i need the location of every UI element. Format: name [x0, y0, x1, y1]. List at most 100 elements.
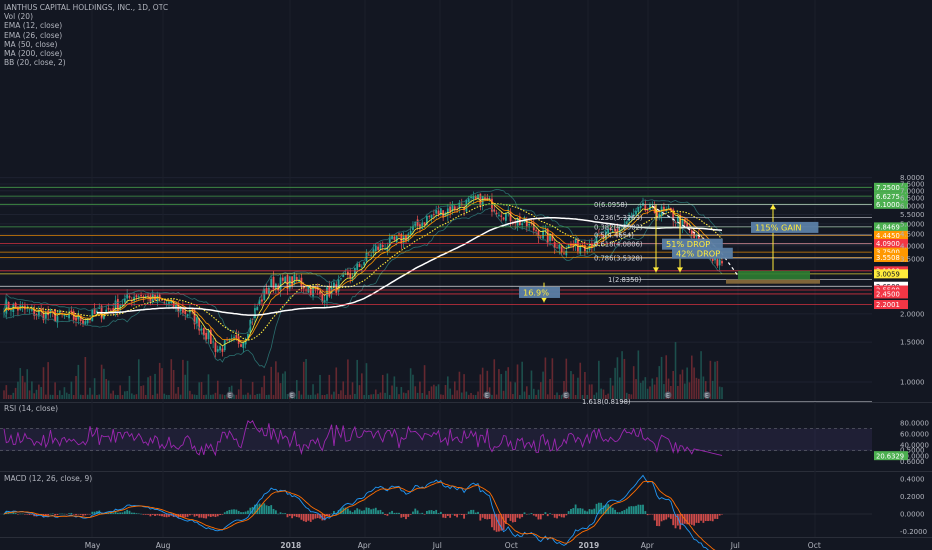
- candle-body: [298, 279, 301, 282]
- volume-bar: [419, 381, 421, 399]
- volume-bar: [500, 374, 503, 399]
- macd-histogram-bar: [507, 514, 510, 518]
- earnings-marker: [664, 391, 672, 399]
- price-tick-label: 8.0000: [900, 174, 925, 182]
- candle-body: [242, 342, 245, 348]
- volume-bar: [175, 393, 177, 399]
- macd-histogram-bar: [270, 505, 273, 514]
- candle-body: [205, 332, 208, 340]
- volume-bar: [670, 386, 672, 399]
- macd-histogram-bar: [602, 505, 605, 514]
- volume-bar: [91, 394, 94, 399]
- volume-bar: [79, 394, 82, 399]
- volume-bar: [493, 359, 496, 399]
- macd-histogram-bar: [511, 514, 514, 523]
- volume-bars: [3, 342, 723, 399]
- price-tick-label: 7.0000: [900, 187, 925, 195]
- macd-histogram-bar: [419, 513, 421, 515]
- annotation-42-drop: 42% DROP: [676, 248, 720, 258]
- volume-bar: [560, 394, 563, 399]
- legend-ma200[interactable]: MA (200, close): [4, 49, 63, 59]
- volume-bar: [391, 385, 393, 399]
- macd-histogram-bar: [493, 514, 496, 531]
- macd-histogram-bar: [161, 514, 163, 517]
- rsi-tick-label: 40.0000: [900, 442, 929, 450]
- macd-tick-label: 0.2000: [900, 493, 925, 501]
- legend-ma50[interactable]: MA (50, close): [4, 39, 58, 49]
- candle-body: [360, 266, 363, 268]
- macd-histogram-bar: [530, 513, 533, 514]
- macd-histogram-bar: [556, 514, 558, 519]
- volume-bar: [186, 360, 189, 399]
- volume-bar: [333, 391, 335, 399]
- macd-histogram-bar: [156, 514, 159, 516]
- ema-12-line: [3, 197, 723, 347]
- volume-bar: [72, 395, 75, 399]
- macd-histogram-bar: [281, 513, 284, 514]
- earnings-marker: [288, 391, 296, 399]
- bollinger-upper: [3, 188, 723, 335]
- candle-body: [335, 284, 338, 293]
- macd-histogram-bar: [335, 512, 338, 514]
- macd-histogram-bar: [435, 509, 438, 514]
- macd-histogram-bar: [714, 514, 716, 519]
- legend-ema12[interactable]: EMA (12, close): [4, 21, 63, 31]
- macd-histogram-bar: [384, 514, 386, 515]
- macd-histogram-bar: [472, 509, 475, 514]
- macd-histogram-bar: [618, 512, 621, 514]
- volume-bar: [309, 394, 312, 399]
- candle-body: [105, 309, 108, 314]
- volume-bar: [114, 394, 117, 399]
- candle-body: [330, 287, 333, 295]
- x-gridlines: [91, 0, 816, 537]
- volume-bar: [38, 384, 40, 399]
- candle-body: [30, 307, 33, 311]
- candle-body: [191, 309, 194, 312]
- macd-histogram-bar: [300, 514, 303, 520]
- macd-histogram-bar: [593, 508, 596, 514]
- candle-body: [379, 243, 382, 251]
- macd-histogram-bar: [416, 510, 419, 514]
- volume-bar: [611, 385, 614, 399]
- volume-bar: [435, 386, 437, 399]
- candle-body: [179, 308, 182, 312]
- macd-histogram-bar: [365, 507, 368, 514]
- macd-histogram-bar: [149, 514, 152, 517]
- candle-body: [535, 230, 538, 232]
- candle-body: [151, 293, 154, 302]
- macd-pane-title[interactable]: MACD (12, 26, close, 9): [4, 474, 93, 483]
- volume-bar: [579, 362, 582, 399]
- volume-bar: [207, 374, 210, 399]
- candle-body: [288, 276, 291, 289]
- candle-body: [560, 246, 563, 253]
- volume-bar: [154, 373, 156, 399]
- level-tag: [874, 239, 908, 249]
- volume-bar: [635, 379, 637, 399]
- candle-body: [493, 209, 496, 212]
- earnings-marker-label: E: [228, 393, 232, 400]
- candle-body: [484, 197, 486, 200]
- volume-bar: [374, 389, 377, 399]
- macd-histogram-bar: [293, 514, 296, 517]
- macd-histogram-bar: [277, 513, 280, 515]
- x-tick-label: 2019: [578, 541, 599, 550]
- legend-bb[interactable]: BB (20, close, 2): [4, 58, 66, 68]
- macd-histogram-bar: [216, 514, 219, 517]
- legend-vol[interactable]: Vol (20): [4, 12, 34, 22]
- chart-title[interactable]: IANTHUS CAPITAL HOLDINGS, INC., 1D, OTC: [4, 3, 169, 12]
- macd-histogram-bar: [453, 514, 456, 516]
- candle-body: [128, 295, 131, 298]
- volume-bar: [100, 364, 103, 399]
- candle-body: [281, 277, 284, 281]
- rsi-pane-title[interactable]: RSI (14, close): [4, 404, 59, 413]
- macd-histogram-bar: [451, 513, 454, 515]
- candle-body: [542, 230, 544, 239]
- candle-body: [161, 299, 163, 301]
- candle-body: [256, 306, 259, 311]
- legend-ema26[interactable]: EMA (26, close): [4, 30, 63, 40]
- candle-body: [416, 219, 419, 226]
- volume-bar: [572, 374, 575, 399]
- fib-level-label: 0.236(5.3263): [594, 214, 643, 222]
- macd-histogram-bar: [151, 514, 154, 515]
